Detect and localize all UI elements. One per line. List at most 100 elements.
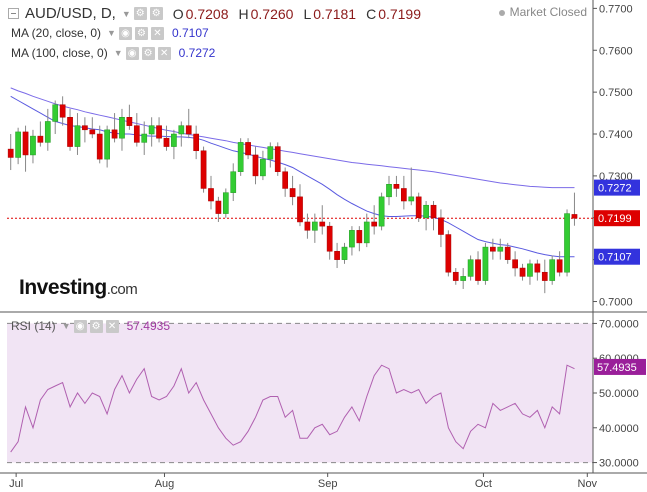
low-value: 0.7181	[313, 5, 357, 22]
candle-body	[482, 246, 489, 281]
candle-body	[490, 246, 496, 252]
candle-body	[89, 129, 96, 135]
candle-body	[82, 125, 88, 131]
candle-body	[408, 196, 415, 202]
candle-body	[111, 129, 118, 139]
candle-body	[401, 188, 407, 202]
close-value: 0.7199	[378, 5, 422, 22]
candle-body	[460, 276, 467, 281]
candle-body	[519, 267, 526, 277]
candle-body	[512, 259, 518, 269]
y-tick-label: 0.7700	[599, 3, 633, 15]
candle-body	[44, 121, 51, 143]
candle-body	[22, 131, 29, 156]
close-icon[interactable]: ✕	[105, 319, 119, 333]
candle-body	[237, 142, 244, 172]
settings-icon[interactable]: ⚙	[134, 26, 148, 40]
symbol-title: AUD/USD, D,	[25, 5, 116, 22]
rsi-legend: RSI (14) ▼ ◉ ⚙ ✕ 57.4935	[11, 319, 170, 333]
candle-body	[326, 225, 333, 252]
ma20-legend: MA (20, close, 0) ▼ ◉ ⚙ ✕ 0.7107	[11, 26, 209, 40]
candle-body	[126, 117, 133, 126]
ma100-value: 0.7272	[178, 46, 216, 60]
candle-body	[245, 142, 251, 156]
candle-body	[393, 184, 400, 189]
x-tick-label: Jul	[9, 478, 23, 490]
candle-body	[148, 125, 155, 135]
candle-body	[222, 192, 229, 214]
market-status-text: Market Closed	[509, 5, 587, 19]
gear-icon[interactable]: ⚙	[149, 7, 163, 20]
candle-body	[215, 200, 222, 214]
high-label: H	[238, 5, 249, 22]
candle-body	[274, 146, 281, 172]
candle-body	[119, 117, 125, 139]
status-dot-icon	[498, 9, 505, 16]
candle-body	[178, 125, 185, 135]
candle-body	[133, 125, 140, 143]
close-label: C	[366, 5, 377, 22]
dropdown-arrow-icon[interactable]: ▼	[113, 48, 123, 58]
visibility-icon[interactable]: ◉	[73, 319, 87, 333]
candle-body	[104, 129, 110, 160]
collapse-legend-icon[interactable]	[8, 8, 19, 19]
candle-body	[37, 135, 44, 143]
candle-body	[297, 196, 303, 223]
ma100-line	[10, 87, 575, 189]
rsi-value: 57.4935	[126, 319, 170, 333]
ma100-price-tag-box	[594, 179, 640, 196]
candle-body	[445, 234, 452, 273]
candle-body	[497, 246, 504, 252]
x-tick-label: Nov	[578, 478, 598, 490]
high-value: 0.7260	[250, 5, 294, 22]
rsi-tick-label: 40.0000	[599, 423, 639, 435]
candle-body	[289, 188, 296, 198]
candle-body	[156, 125, 162, 139]
candle-body	[341, 246, 348, 260]
rsi-price-tag: 57.4935	[597, 362, 637, 374]
close-icon[interactable]: ✕	[150, 26, 164, 40]
candle-body	[15, 131, 21, 158]
y-tick-label: 0.7000	[599, 297, 633, 309]
symbol-legend: AUD/USD, D, ▼ ⚙ ⚙ O 0.7208 H 0.7260 L 0.…	[8, 5, 421, 22]
open-value: 0.7208	[185, 5, 229, 22]
visibility-icon[interactable]: ◉	[118, 26, 132, 40]
candle-body	[319, 221, 326, 227]
candle-body	[438, 217, 444, 235]
low-label: L	[303, 5, 312, 22]
ma20-value: 0.7107	[171, 26, 209, 40]
close-icon[interactable]: ✕	[157, 46, 171, 60]
candle-body	[378, 196, 385, 227]
candle-body	[282, 171, 289, 189]
rsi-band	[7, 323, 593, 463]
candle-body	[571, 214, 578, 219]
dropdown-arrow-icon[interactable]: ▼	[121, 8, 131, 19]
candle-body	[363, 221, 370, 244]
candle-body	[467, 259, 474, 277]
settings-icon[interactable]: ⚙	[133, 7, 147, 20]
candle-body	[334, 251, 340, 260]
rsi-tick-label: 50.0000	[599, 388, 639, 400]
dropdown-arrow-icon[interactable]: ▼	[107, 28, 116, 38]
rsi-line	[10, 364, 575, 453]
candle-body	[311, 221, 318, 231]
candle-body	[541, 271, 548, 281]
dropdown-arrow-icon[interactable]: ▼	[61, 321, 71, 331]
candle-body	[163, 137, 170, 147]
candle-body	[534, 263, 541, 273]
candle-body	[430, 204, 437, 219]
rsi-price-tag-box	[594, 358, 646, 375]
candle-body	[386, 184, 392, 198]
ma20-label: MA (20, close, 0)	[11, 26, 102, 40]
settings-icon[interactable]: ⚙	[89, 319, 103, 333]
logo-suffix: .com	[106, 281, 138, 298]
ma100-label: MA (100, close, 0)	[11, 46, 108, 60]
candle-body	[200, 150, 207, 189]
candle-body	[208, 188, 214, 202]
candle-body	[267, 146, 274, 160]
candle-body	[30, 135, 36, 156]
settings-icon[interactable]: ⚙	[141, 46, 155, 60]
visibility-icon[interactable]: ◉	[125, 46, 139, 60]
rsi-tick-label: 30.0000	[599, 458, 639, 470]
